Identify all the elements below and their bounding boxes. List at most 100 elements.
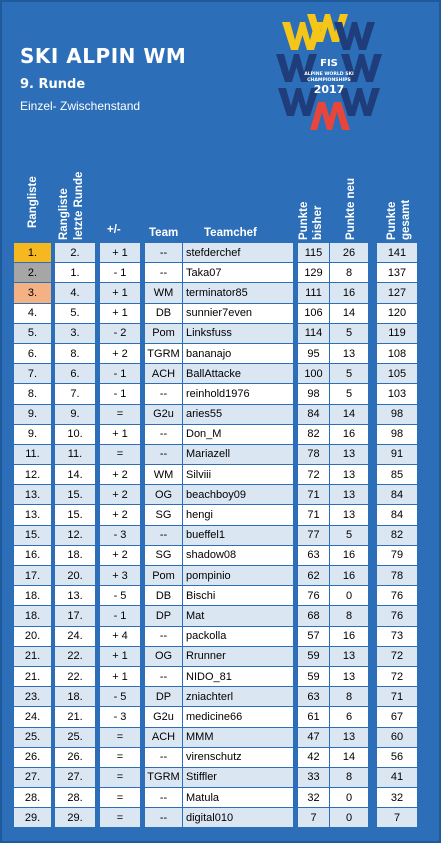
prev-rank-cell: 7. <box>55 384 95 405</box>
spacer <box>368 767 377 789</box>
table-row: 23. 18. - 5 DP zniachterl 63 8 71 <box>14 687 417 708</box>
chef-cell: Rrunner <box>183 646 293 667</box>
points-before-cell: 61 <box>298 707 330 728</box>
diff-cell: - 3 <box>100 707 140 728</box>
spacer <box>293 303 298 324</box>
diff-cell: = <box>100 727 140 748</box>
prev-rank-cell: 12. <box>55 525 95 546</box>
rank-cell: 27. <box>14 767 51 789</box>
spacer <box>51 586 55 607</box>
spacer <box>140 707 145 728</box>
points-new-cell: 14 <box>330 404 368 425</box>
spacer <box>140 586 145 607</box>
standings-table: 1. 2. + 1 -- stefderchef 115 26 141 2. 1. - 1 -- Tak… <box>14 243 417 829</box>
table-row: 25. 25. = ACH MMM 47 13 60 <box>14 727 417 748</box>
points-new-cell: 0 <box>330 808 368 829</box>
points-total-cell: 98 <box>377 404 417 425</box>
spacer <box>95 727 100 748</box>
table-row: 28. 28. = -- Matula 32 0 32 <box>14 788 417 809</box>
points-total-cell: 60 <box>377 727 417 748</box>
header-points-total-2: gesamt <box>400 199 412 240</box>
table-row: 11. 11. = -- Mariazell 78 13 91 <box>14 444 417 466</box>
header-points-total-1: Punkte <box>386 201 398 240</box>
points-before-cell: 47 <box>298 727 330 748</box>
table-row: 4. 5. + 1 DB sunnier7even 106 14 120 <box>14 303 417 324</box>
spacer <box>293 566 298 587</box>
rank-cell: 20. <box>14 626 51 647</box>
chef-cell: pompinio <box>183 566 293 587</box>
spacer <box>95 566 100 587</box>
spacer <box>368 666 377 688</box>
points-total-cell: 76 <box>377 606 417 627</box>
logo-w-letters <box>282 14 375 50</box>
prev-rank-cell: 15. <box>55 505 95 526</box>
points-new-cell: 8 <box>330 687 368 708</box>
spacer <box>140 404 145 425</box>
spacer <box>368 243 377 264</box>
header-points-new: Punkte neu <box>345 178 357 240</box>
spacer <box>51 303 55 324</box>
spacer <box>140 303 145 324</box>
points-before-cell: 98 <box>298 384 330 405</box>
header-chef: Teamchef <box>204 227 257 239</box>
points-total-cell: 32 <box>377 788 417 809</box>
table-row: 21. 22. + 1 -- NIDO_81 59 13 72 <box>14 666 417 688</box>
points-before-cell: 84 <box>298 404 330 425</box>
chef-cell: stefderchef <box>183 243 293 264</box>
spacer <box>140 727 145 748</box>
spacer <box>95 525 100 546</box>
spacer <box>95 626 100 647</box>
spacer <box>140 646 145 667</box>
table-row: 20. 24. + 4 -- packolla 57 16 73 <box>14 626 417 647</box>
spacer <box>140 323 145 344</box>
diff-cell: - 1 <box>100 263 140 284</box>
points-total-cell: 85 <box>377 465 417 486</box>
spacer <box>95 586 100 607</box>
table-row: 2. 1. - 1 -- Taka07 129 8 137 <box>14 263 417 284</box>
table-row: 9. 10. + 1 -- Don_M 82 16 98 <box>14 424 417 445</box>
spacer <box>293 626 298 647</box>
spacer <box>293 767 298 789</box>
points-total-cell: 137 <box>377 263 417 284</box>
diff-cell: = <box>100 747 140 768</box>
team-cell: -- <box>145 788 183 809</box>
spacer <box>95 263 100 284</box>
spacer <box>293 808 298 829</box>
points-total-cell: 141 <box>377 243 417 264</box>
chef-cell: digital010 <box>183 808 293 829</box>
points-new-cell: 5 <box>330 525 368 546</box>
points-before-cell: 71 <box>298 505 330 526</box>
spacer <box>51 384 55 405</box>
points-new-cell: 14 <box>330 747 368 768</box>
header-points-before-2: bisher <box>312 205 324 240</box>
spacer <box>95 545 100 566</box>
chef-cell: BallAttacke <box>183 364 293 385</box>
rank-cell: 1. <box>14 243 51 264</box>
prev-rank-cell: 10. <box>55 424 95 445</box>
table-row: 15. 12. - 3 -- bueffel1 77 5 82 <box>14 525 417 546</box>
points-total-cell: 72 <box>377 666 417 688</box>
rank-cell: 7. <box>14 364 51 385</box>
diff-cell: - 2 <box>100 323 140 344</box>
prev-rank-cell: 21. <box>55 707 95 728</box>
prev-rank-cell: 5. <box>55 303 95 324</box>
spacer <box>293 364 298 385</box>
chef-cell: Silviii <box>183 465 293 486</box>
spacer <box>293 727 298 748</box>
spacer <box>95 384 100 405</box>
spacer <box>293 586 298 607</box>
spacer <box>51 606 55 627</box>
spacer <box>51 666 55 688</box>
prev-rank-cell: 22. <box>55 666 95 688</box>
points-total-cell: 7 <box>377 808 417 829</box>
spacer <box>140 626 145 647</box>
rank-cell: 29. <box>14 808 51 829</box>
spacer <box>140 465 145 486</box>
rank-cell: 9. <box>14 424 51 445</box>
points-before-cell: 106 <box>298 303 330 324</box>
spacer <box>293 444 298 466</box>
spacer <box>95 343 100 365</box>
points-total-cell: 41 <box>377 767 417 789</box>
points-new-cell: 5 <box>330 323 368 344</box>
team-cell: TGRM <box>145 767 183 789</box>
